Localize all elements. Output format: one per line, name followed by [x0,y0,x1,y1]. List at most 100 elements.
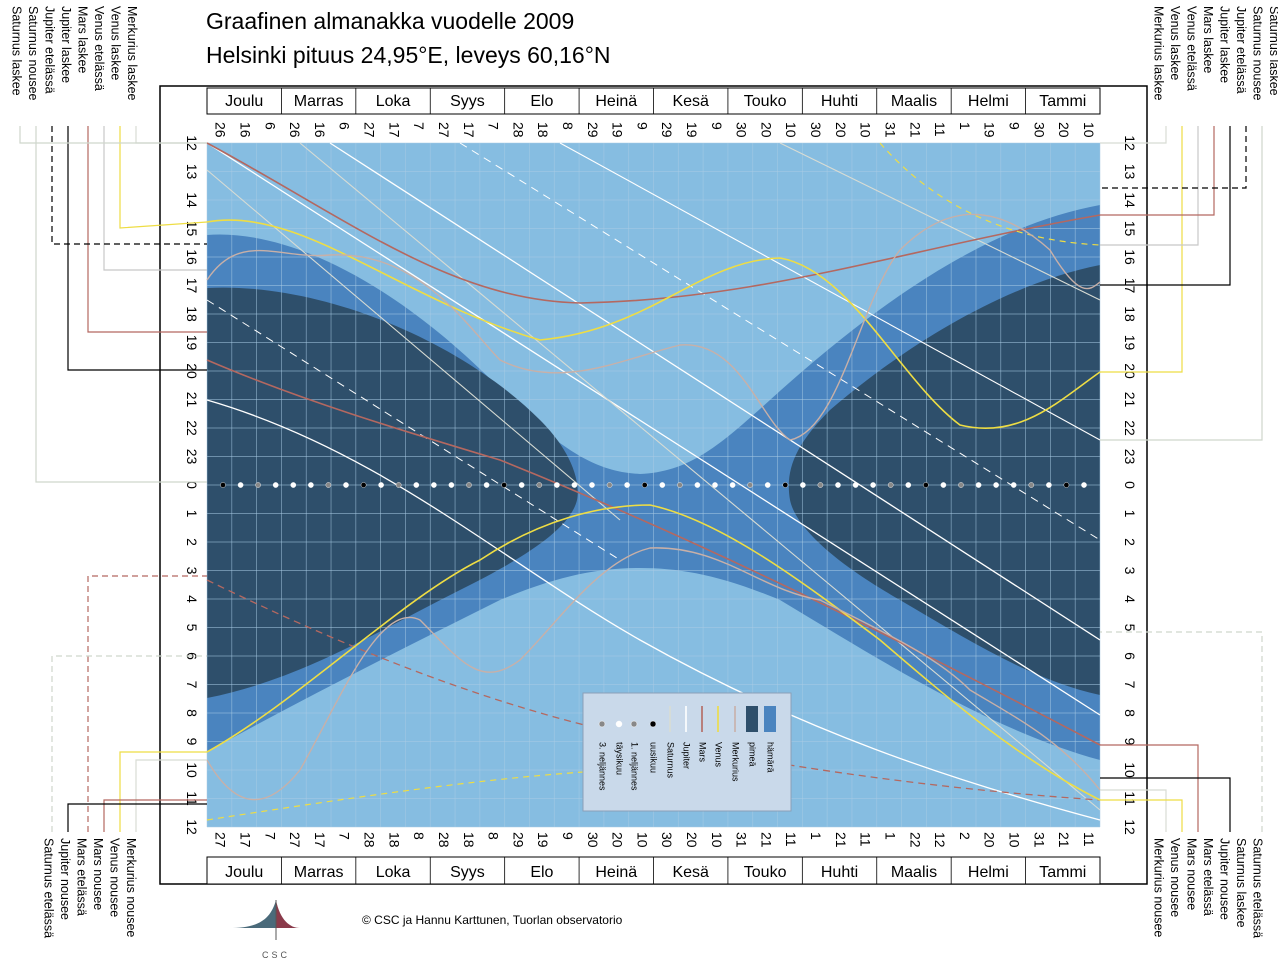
day-label-bottom: 28 [362,832,378,848]
day-label-bottom: 7 [262,832,278,840]
hour-label-left: 0 [184,481,200,489]
moon-phase-dot [764,482,771,488]
moon-phase-dot [958,482,964,488]
month-label-bottom: Helmi [968,864,1009,881]
day-label-top: 27 [436,122,452,138]
day-label-top: 20 [758,122,774,138]
day-label-top: 10 [783,122,799,138]
hour-label-right: 1 [1122,510,1138,518]
day-label-top: 30 [734,122,750,138]
day-label-bottom: 1 [882,832,898,840]
side-label-right-top: Merkurius laskee [1152,6,1166,101]
hour-label-left: 18 [184,306,200,322]
leader-mars-etela-left [87,575,207,832]
side-label-right-bottom: Venus nousee [1168,838,1182,917]
side-label-right-top: Mars laskee [1201,6,1215,73]
month-label-bottom: Elo [530,864,553,881]
leader-saturnus-right [1100,126,1263,441]
moon-phase-dot [255,482,261,488]
jupiter-south-dashed [206,299,621,561]
leader-mars-left [87,126,207,333]
side-label-left-bottom: Saturnus etelässä [42,838,56,938]
logo-shape [229,900,276,928]
leader-merkurius-laskee-right [1100,126,1167,144]
day-label-top: 6 [262,122,278,130]
moon-phase-dot [817,482,824,488]
moon-phase-dot [1010,482,1017,488]
month-label-top: Elo [530,93,553,110]
side-label-left-top: Saturnus laskee [10,6,24,96]
leader-saturnus-laskee-left [19,126,207,144]
side-label-left-bottom: Jupiter nousee [58,838,72,920]
moon-phase-dot [905,482,912,488]
day-label-bottom: 10 [709,832,725,848]
day-label-top: 1 [957,122,973,130]
leader-venus-etela-left [103,126,207,271]
jupiter-south-line [559,142,1101,441]
side-label-left-top: Venus etelässä [92,6,106,91]
moon-phase-dot [220,482,226,488]
side-label-left-top: Jupiter etelässä [43,6,57,94]
hour-label-right: 0 [1122,481,1138,489]
leader-jupiter-etela-right [1100,126,1247,189]
hour-label-right: 6 [1122,652,1138,660]
day-label-bottom: 31 [1031,832,1047,848]
day-label-bottom: 21 [758,832,774,848]
month-label-bottom: Loka [376,864,411,881]
hour-label-left: 9 [184,738,200,746]
legend-label: 1. neljännes [630,742,640,791]
day-label-bottom: 8 [486,832,502,840]
legend-group: hämärä pimeä Merkurius Venus Mars Jupiter Satu… [598,706,776,791]
hour-label-left: 22 [184,420,200,436]
chart-title: Graafinen almanakka vuodelle 2009 [206,8,575,34]
day-label-bottom: 11 [858,832,874,847]
hour-label-left: 17 [184,278,200,294]
saturn-set-line [299,142,1101,811]
day-label-top: 30 [808,122,824,138]
legend-label: Saturnus [666,742,676,779]
hour-label-left: 11 [184,791,200,806]
hour-label-left: 21 [184,392,200,408]
hour-label-right: 10 [1122,762,1138,778]
side-label-left-top: Merkurius laskee [125,6,139,101]
month-label-bottom: Touko [744,864,787,881]
day-label-bottom: 17 [312,832,328,848]
hour-label-left: 7 [184,681,200,689]
leader-saturnus-etela-right [1100,631,1263,832]
day-label-bottom: 20 [982,832,998,848]
side-label-right-bottom: Saturnus laskee [1234,838,1248,928]
day-label-top: 28 [510,122,526,138]
day-label-top: 17 [386,122,402,138]
moon-phase-dot [800,482,806,488]
moon-phase-dot [272,482,279,488]
side-label-right-bottom: Saturnus etelässä [1251,838,1265,938]
moon-phase-dot [852,482,859,488]
legend-label: uusikuu [649,742,659,773]
legend-swatch-dark [746,706,758,732]
moon-phase-dot [395,482,402,488]
day-label-top: 29 [659,122,675,138]
month-label-top: Kesä [672,93,709,110]
logo-shape [276,900,300,928]
month-label-top: Maalis [891,93,937,110]
day-label-top: 10 [1081,122,1097,138]
hour-label-right: 22 [1122,420,1138,436]
hour-label-left: 20 [184,363,200,379]
moon-phase-dot [360,482,367,488]
side-label-left-top: Venus laskee [109,6,123,80]
leader-mars-right [1100,126,1215,216]
month-label-top: Joulu [225,93,263,110]
moon-phase-dot [571,482,578,488]
moon-phase-dot [589,482,595,488]
side-label-left-bottom: Venus nousee [108,838,122,917]
day-label-top: 26 [213,122,229,138]
moon-phase-dot [659,482,666,488]
moon-phase-dot [677,482,683,488]
moon-phase-dot [624,482,630,488]
month-label-bottom: Kesä [672,864,709,881]
leader-venus-laskee-left [119,126,208,229]
hour-label-right: 15 [1122,221,1138,237]
leader-jupiter-laskee-left [67,126,207,371]
hour-label-right: 7 [1122,681,1138,689]
